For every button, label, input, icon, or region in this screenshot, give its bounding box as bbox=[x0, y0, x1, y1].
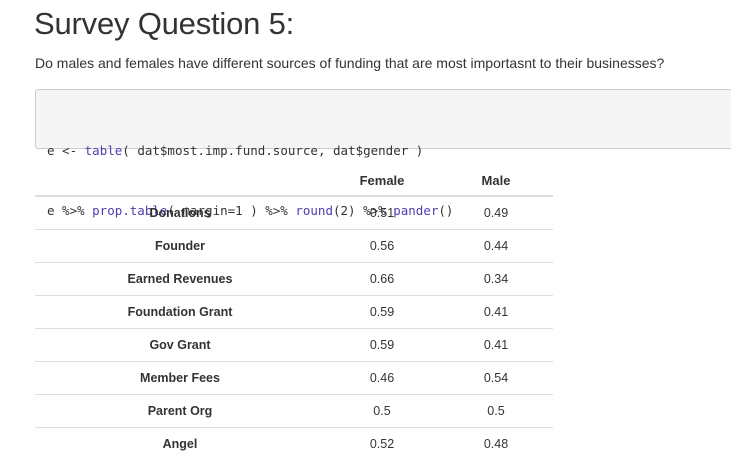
table-row: Earned Revenues 0.66 0.34 bbox=[35, 262, 553, 296]
female-value: 0.52 bbox=[325, 427, 439, 459]
female-value: 0.59 bbox=[325, 328, 439, 362]
table-row: Foundation Grant 0.59 0.41 bbox=[35, 295, 553, 329]
male-value: 0.34 bbox=[439, 262, 553, 296]
row-label: Earned Revenues bbox=[35, 262, 325, 296]
row-label: Parent Org bbox=[35, 394, 325, 428]
table-row: Founder 0.56 0.44 bbox=[35, 229, 553, 263]
header-empty bbox=[35, 165, 325, 197]
male-value: 0.41 bbox=[439, 295, 553, 329]
code-text: e <- bbox=[47, 143, 85, 158]
table-header-row: Female Male bbox=[35, 165, 553, 197]
header-female: Female bbox=[325, 165, 439, 197]
male-value: 0.54 bbox=[439, 361, 553, 395]
male-value: 0.48 bbox=[439, 427, 553, 459]
results-table: Female Male Donations 0.51 0.49 Founder … bbox=[35, 165, 553, 459]
female-value: 0.56 bbox=[325, 229, 439, 263]
female-value: 0.66 bbox=[325, 262, 439, 296]
row-label: Donations bbox=[35, 196, 325, 230]
female-value: 0.59 bbox=[325, 295, 439, 329]
table-row: Angel 0.52 0.48 bbox=[35, 427, 553, 459]
code-line-1: e <- table( dat$most.imp.fund.source, da… bbox=[47, 141, 731, 161]
table-row: Gov Grant 0.59 0.41 bbox=[35, 328, 553, 362]
code-function: table bbox=[84, 143, 123, 158]
code-text: ( dat$most.imp.fund.source, dat$gender ) bbox=[122, 143, 424, 158]
male-value: 0.44 bbox=[439, 229, 553, 263]
table-row: Donations 0.51 0.49 bbox=[35, 196, 553, 230]
code-block[interactable]: e <- table( dat$most.imp.fund.source, da… bbox=[35, 89, 731, 218]
male-value: 0.49 bbox=[439, 196, 553, 230]
row-label: Angel bbox=[35, 427, 325, 459]
row-label: Gov Grant bbox=[35, 328, 325, 362]
female-value: 0.46 bbox=[325, 361, 439, 395]
page-title: Survey Question 5: bbox=[34, 6, 295, 41]
row-label: Founder bbox=[35, 229, 325, 263]
male-value: 0.41 bbox=[439, 328, 553, 362]
header-male: Male bbox=[439, 165, 553, 197]
question-text: Do males and females have different sour… bbox=[35, 55, 665, 71]
table-row: Member Fees 0.46 0.54 bbox=[35, 361, 553, 395]
table-row: Parent Org 0.5 0.5 bbox=[35, 394, 553, 428]
female-value: 0.51 bbox=[325, 196, 439, 230]
row-label: Foundation Grant bbox=[35, 295, 325, 329]
female-value: 0.5 bbox=[325, 394, 439, 428]
row-label: Member Fees bbox=[35, 361, 325, 395]
male-value: 0.5 bbox=[439, 394, 553, 428]
